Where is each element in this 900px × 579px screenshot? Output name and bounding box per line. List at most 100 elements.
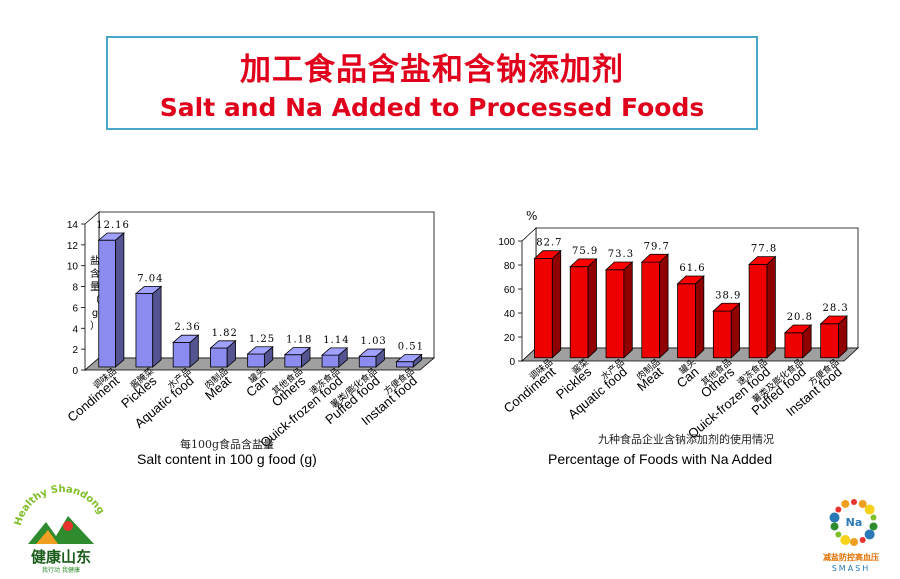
bar-2: [569, 257, 598, 359]
bar-top: [395, 354, 423, 363]
data-label: 7.04: [137, 273, 163, 284]
data-label: 0.51: [398, 341, 424, 352]
bar-top: [604, 261, 634, 271]
bar-top: [569, 258, 598, 268]
logo-dot: [830, 522, 839, 531]
y-axis-label-char: ）: [90, 320, 100, 332]
logo-dot: [840, 535, 851, 546]
bar-top: [134, 285, 163, 294]
logo-dot: [835, 506, 842, 513]
bar-front: [784, 332, 804, 359]
bar-top: [640, 253, 670, 263]
bar-top: [819, 315, 848, 325]
chart2-chinese-title: 九种食品企业含钠添加剂的使用情况: [598, 433, 774, 446]
data-label: 38.9: [715, 290, 741, 301]
y-tick-label: 100: [498, 237, 515, 248]
bar-top: [712, 302, 741, 312]
y-tick-label: 0: [509, 357, 515, 368]
bar-7: [320, 347, 349, 368]
y-tick-label: 4: [72, 324, 78, 335]
bar-4: [209, 339, 237, 368]
bar-front: [135, 293, 154, 368]
title-box: 加工食品含盐和含钠添加剂 Salt and Na Added to Proces…: [106, 36, 758, 130]
bar-1: [533, 249, 562, 359]
y-tick-label: 2: [72, 345, 78, 356]
logo-right-text: 减盐防控高血压: [823, 552, 879, 562]
bar-side: [730, 302, 741, 359]
y-tick-label: 0: [72, 366, 78, 377]
logo-dot: [850, 538, 858, 546]
logo-na-badge: Na: [846, 516, 863, 529]
bar-9: [819, 315, 848, 359]
y-tick-label: 10: [67, 262, 79, 273]
healthy-shandong-logo: Healthy Shandong 健康山东 我行动 我健康: [13, 484, 106, 574]
bar-top: [676, 275, 705, 285]
data-label: 1.25: [249, 334, 275, 345]
logo-right-subtext: SMASH: [832, 564, 871, 573]
bar-top: [172, 334, 200, 343]
bar-top: [358, 348, 386, 357]
bar-front: [712, 310, 732, 359]
y-axis-label-char: 含: [90, 267, 100, 280]
bar-side: [695, 275, 705, 359]
bar-front: [534, 258, 553, 359]
bar-front: [321, 354, 340, 368]
data-label: 28.3: [822, 303, 848, 314]
bar-8: [783, 324, 813, 359]
bar-top: [783, 324, 813, 334]
bar-side: [115, 232, 125, 368]
bar-front: [396, 361, 414, 368]
bar-front: [247, 353, 265, 368]
title-chinese: 加工食品含盐和含钠添加剂: [240, 52, 624, 88]
bar-top: [246, 346, 274, 355]
bar-top: [209, 340, 237, 349]
bar-3: [604, 261, 634, 359]
data-label: 75.9: [572, 246, 598, 257]
logo-dot: [829, 512, 840, 523]
svg-text:Healthy Shandong: Healthy Shandong: [13, 484, 106, 527]
bar-side: [659, 253, 669, 359]
bar-top: [533, 250, 562, 259]
bar-9: [395, 353, 423, 368]
y-tick-label: 8: [72, 283, 78, 294]
bar-6: [283, 346, 312, 368]
logo-left-arc-text: Healthy Shandong: [13, 484, 106, 527]
y-tick-label: 80: [504, 261, 516, 272]
bar-5: [676, 275, 705, 359]
bar-3: [172, 334, 200, 368]
bar-front: [677, 283, 696, 359]
bar-2: [134, 285, 163, 368]
y-axis-label-char: 盐: [90, 254, 100, 267]
bar-front: [358, 355, 377, 368]
bar-top: [320, 347, 349, 356]
data-label: 77.8: [751, 244, 777, 255]
y-tick-label: 60: [504, 285, 516, 296]
bar-front: [172, 341, 191, 368]
data-label: 73.3: [608, 249, 634, 260]
logo-dot: [841, 499, 850, 508]
bar-top: [283, 347, 312, 356]
bar-top: [748, 256, 777, 265]
logo-dot: [859, 537, 866, 544]
bar-1: [97, 232, 125, 368]
bar-side: [587, 257, 597, 359]
data-label: 61.6: [679, 263, 705, 274]
y-axis-label: %: [526, 209, 537, 223]
y-axis-label-char: （: [90, 294, 100, 306]
bar-side: [623, 261, 633, 359]
chart1-chinese-title: 每100g食品含盐量: [180, 438, 275, 451]
data-label: 20.8: [787, 312, 813, 323]
logo-dot: [835, 531, 842, 538]
bar-side: [152, 285, 162, 368]
bar-5: [246, 345, 274, 368]
logo-left-text: 健康山东: [31, 548, 91, 566]
data-label: 1.18: [286, 334, 312, 345]
logo-dot: [851, 499, 857, 505]
logo-dot: [864, 504, 875, 515]
chart2-caption: Percentage of Foods with Na Added: [548, 451, 773, 467]
chart-side-wall: [521, 227, 537, 362]
logo-dot: [869, 522, 878, 531]
logo-left-subtext: 我行动 我健康: [42, 566, 80, 574]
bar-8: [358, 348, 386, 368]
